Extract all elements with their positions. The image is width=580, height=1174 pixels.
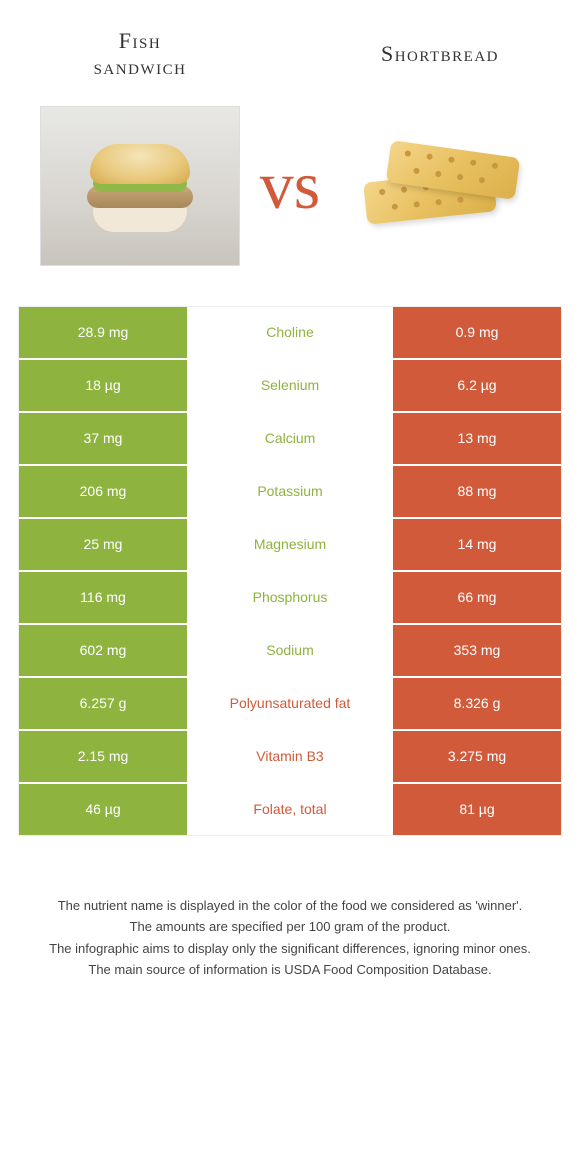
table-row: 37 mgCalcium13 mg bbox=[19, 413, 561, 464]
right-value: 66 mg bbox=[393, 572, 561, 623]
right-value: 81 µg bbox=[393, 784, 561, 835]
gap bbox=[187, 413, 197, 464]
right-value: 0.9 mg bbox=[393, 307, 561, 358]
gap bbox=[383, 360, 393, 411]
left-value: 18 µg bbox=[19, 360, 187, 411]
nutrient-label: Choline bbox=[197, 307, 383, 358]
gap bbox=[187, 519, 197, 570]
footnote-line: The main source of information is USDA F… bbox=[32, 960, 548, 980]
right-value: 353 mg bbox=[393, 625, 561, 676]
left-value: 116 mg bbox=[19, 572, 187, 623]
gap bbox=[383, 466, 393, 517]
gap bbox=[187, 466, 197, 517]
table-row: 116 mgPhosphorus66 mg bbox=[19, 572, 561, 623]
table-row: 6.257 gPolyunsaturated fat8.326 g bbox=[19, 678, 561, 729]
left-value: 28.9 mg bbox=[19, 307, 187, 358]
nutrient-label: Potassium bbox=[197, 466, 383, 517]
gap bbox=[187, 572, 197, 623]
vs-label: vs bbox=[260, 146, 320, 225]
right-value: 88 mg bbox=[393, 466, 561, 517]
right-value: 3.275 mg bbox=[393, 731, 561, 782]
table-row: 206 mgPotassium88 mg bbox=[19, 466, 561, 517]
gap bbox=[383, 784, 393, 835]
table-row: 602 mgSodium353 mg bbox=[19, 625, 561, 676]
gap bbox=[383, 413, 393, 464]
nutrient-label: Calcium bbox=[197, 413, 383, 464]
right-value: 14 mg bbox=[393, 519, 561, 570]
left-value: 6.257 g bbox=[19, 678, 187, 729]
table-row: 2.15 mgVitamin B33.275 mg bbox=[19, 731, 561, 782]
left-food-title: Fish sandwich bbox=[40, 28, 240, 81]
sandwich-icon bbox=[75, 136, 205, 236]
right-food-image bbox=[340, 106, 540, 266]
nutrient-label: Sodium bbox=[197, 625, 383, 676]
table-row: 25 mgMagnesium14 mg bbox=[19, 519, 561, 570]
left-food-image bbox=[40, 106, 240, 266]
table-row: 18 µgSelenium6.2 µg bbox=[19, 360, 561, 411]
right-food-title: Shortbread bbox=[340, 41, 540, 67]
images-row: vs bbox=[0, 91, 580, 306]
left-value: 206 mg bbox=[19, 466, 187, 517]
gap bbox=[383, 678, 393, 729]
comparison-table: 28.9 mgCholine0.9 mg18 µgSelenium6.2 µg3… bbox=[18, 306, 562, 836]
nutrient-label: Folate, total bbox=[197, 784, 383, 835]
left-title-line1: Fish bbox=[119, 28, 161, 53]
left-value: 2.15 mg bbox=[19, 731, 187, 782]
gap bbox=[187, 625, 197, 676]
gap bbox=[187, 678, 197, 729]
table-row: 28.9 mgCholine0.9 mg bbox=[19, 307, 561, 358]
left-title-line2: sandwich bbox=[94, 54, 187, 79]
gap bbox=[383, 307, 393, 358]
right-value: 8.326 g bbox=[393, 678, 561, 729]
gap bbox=[383, 572, 393, 623]
nutrient-label: Selenium bbox=[197, 360, 383, 411]
gap bbox=[187, 731, 197, 782]
footnote-line: The nutrient name is displayed in the co… bbox=[32, 896, 548, 916]
shortbread-icon bbox=[360, 131, 520, 241]
right-value: 13 mg bbox=[393, 413, 561, 464]
header: Fish sandwich Shortbread bbox=[0, 0, 580, 91]
gap bbox=[383, 731, 393, 782]
footnote-line: The infographic aims to display only the… bbox=[32, 939, 548, 959]
gap bbox=[187, 784, 197, 835]
gap bbox=[383, 519, 393, 570]
table-row: 46 µgFolate, total81 µg bbox=[19, 784, 561, 835]
left-value: 25 mg bbox=[19, 519, 187, 570]
left-value: 37 mg bbox=[19, 413, 187, 464]
left-value: 46 µg bbox=[19, 784, 187, 835]
nutrient-label: Vitamin B3 bbox=[197, 731, 383, 782]
nutrient-label: Polyunsaturated fat bbox=[197, 678, 383, 729]
gap bbox=[187, 360, 197, 411]
nutrient-label: Phosphorus bbox=[197, 572, 383, 623]
gap bbox=[383, 625, 393, 676]
footnotes: The nutrient name is displayed in the co… bbox=[0, 836, 580, 980]
right-value: 6.2 µg bbox=[393, 360, 561, 411]
footnote-line: The amounts are specified per 100 gram o… bbox=[32, 917, 548, 937]
left-value: 602 mg bbox=[19, 625, 187, 676]
nutrient-label: Magnesium bbox=[197, 519, 383, 570]
gap bbox=[187, 307, 197, 358]
